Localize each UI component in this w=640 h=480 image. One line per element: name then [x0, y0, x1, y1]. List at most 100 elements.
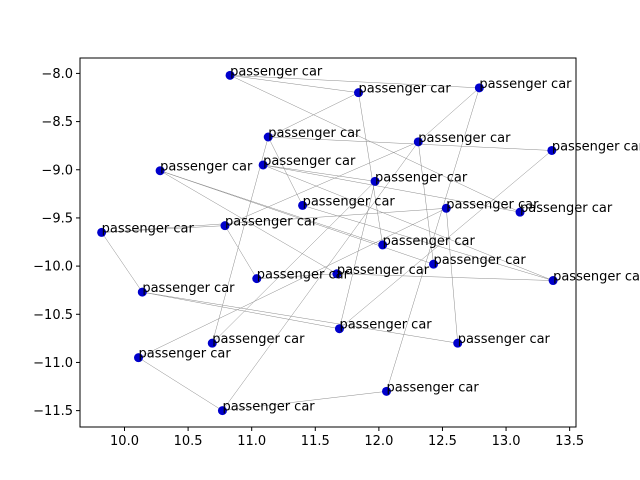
point-label: passenger car [553, 270, 640, 285]
data-point [515, 207, 525, 217]
edge-line [212, 136, 269, 344]
point-label: passenger car [418, 131, 511, 146]
edge-line [339, 150, 552, 329]
point-label: passenger car [552, 139, 640, 154]
point-label: passenger car [383, 234, 476, 249]
point-label: passenger car [268, 126, 361, 141]
edge-line [336, 273, 554, 281]
y-tick-label: −8.5 [41, 115, 73, 130]
data-point [370, 176, 380, 186]
x-tick-label: 13.5 [555, 434, 584, 449]
x-tick-label: 11.0 [237, 434, 266, 449]
point-label: passenger car [387, 380, 480, 395]
data-point [474, 83, 484, 93]
data-point [378, 240, 388, 250]
y-tick-label: −8.0 [41, 67, 73, 82]
data-point [217, 406, 227, 416]
data-point [453, 338, 463, 348]
edges-layer [101, 75, 554, 411]
edge-line [263, 164, 376, 182]
data-point [547, 145, 557, 155]
data-point [441, 203, 451, 213]
edge-line [302, 205, 554, 281]
edge-line [230, 75, 359, 93]
data-point [225, 70, 235, 80]
edge-line [160, 170, 383, 246]
x-axis-ticks: 10.0 10.5 11.0 11.5 12.0 12.5 13.0 13.5 [110, 427, 584, 449]
edge-line [101, 232, 143, 293]
point-label: passenger car [142, 281, 235, 296]
x-tick-label: 12.5 [428, 434, 457, 449]
data-point [155, 166, 165, 176]
y-tick-label: −11.0 [33, 356, 73, 371]
data-point [97, 227, 107, 237]
points-layer [97, 70, 558, 416]
point-label: passenger car [434, 253, 527, 268]
data-point [220, 221, 230, 231]
data-point [263, 132, 273, 142]
data-point [429, 259, 439, 269]
point-label: passenger car [479, 77, 572, 92]
data-point [354, 88, 364, 98]
edge-line [358, 92, 383, 245]
point-label: passenger car [230, 64, 323, 79]
edge-line [159, 170, 338, 275]
edge-line [230, 75, 480, 89]
edge-line [101, 208, 447, 233]
point-label: passenger car [375, 170, 468, 185]
edge-line [263, 164, 521, 213]
edge-line [101, 225, 225, 233]
x-tick-label: 12.0 [364, 434, 393, 449]
edge-line [222, 391, 387, 411]
data-point [332, 269, 342, 279]
data-point [334, 324, 344, 334]
edge-line [446, 208, 458, 344]
data-point [252, 274, 262, 284]
edge-line [222, 141, 419, 411]
y-tick-label: −9.5 [41, 211, 73, 226]
edge-line [212, 181, 376, 344]
point-label: passenger car [520, 201, 613, 216]
y-tick-label: −10.0 [33, 260, 73, 275]
edge-line [268, 136, 303, 206]
edge-line [142, 291, 340, 329]
y-tick-label: −10.5 [33, 308, 73, 323]
point-label: passenger car [458, 332, 551, 347]
point-label: passenger car [102, 221, 195, 236]
edge-line [224, 141, 419, 226]
edge-line [418, 87, 480, 143]
point-label: passenger car [446, 197, 539, 212]
data-point [258, 160, 268, 170]
point-label: passenger car [257, 268, 350, 283]
point-label: passenger car [139, 347, 232, 362]
point-label: passenger car [337, 263, 430, 278]
y-axis-ticks: −8.0 −8.5 −9.0 −9.5 −10.0 −10.5 −11.0 −11.5 [33, 67, 80, 419]
edge-line [268, 136, 552, 151]
edge-line [160, 170, 434, 265]
y-tick-label: −9.0 [41, 163, 73, 178]
edge-line [229, 75, 521, 213]
data-point [134, 353, 144, 363]
x-tick-label: 13.0 [492, 434, 521, 449]
x-tick-label: 10.5 [174, 434, 203, 449]
data-point [413, 137, 423, 147]
axes-frame [79, 57, 577, 428]
y-tick-label: −11.5 [33, 404, 73, 419]
data-point [207, 338, 217, 348]
edge-line [386, 87, 480, 392]
data-point [382, 386, 392, 396]
edge-line [138, 357, 223, 411]
edge-line [256, 273, 337, 279]
x-tick-label: 10.0 [110, 434, 139, 449]
edge-line [138, 208, 447, 358]
data-point [137, 287, 147, 297]
edge-line [142, 291, 458, 344]
point-label: passenger car [160, 160, 253, 175]
data-point [548, 276, 558, 286]
point-label: passenger car [303, 194, 396, 209]
edge-line [339, 181, 376, 329]
point-label: passenger car [225, 215, 318, 230]
point-label: passenger car [339, 318, 432, 333]
